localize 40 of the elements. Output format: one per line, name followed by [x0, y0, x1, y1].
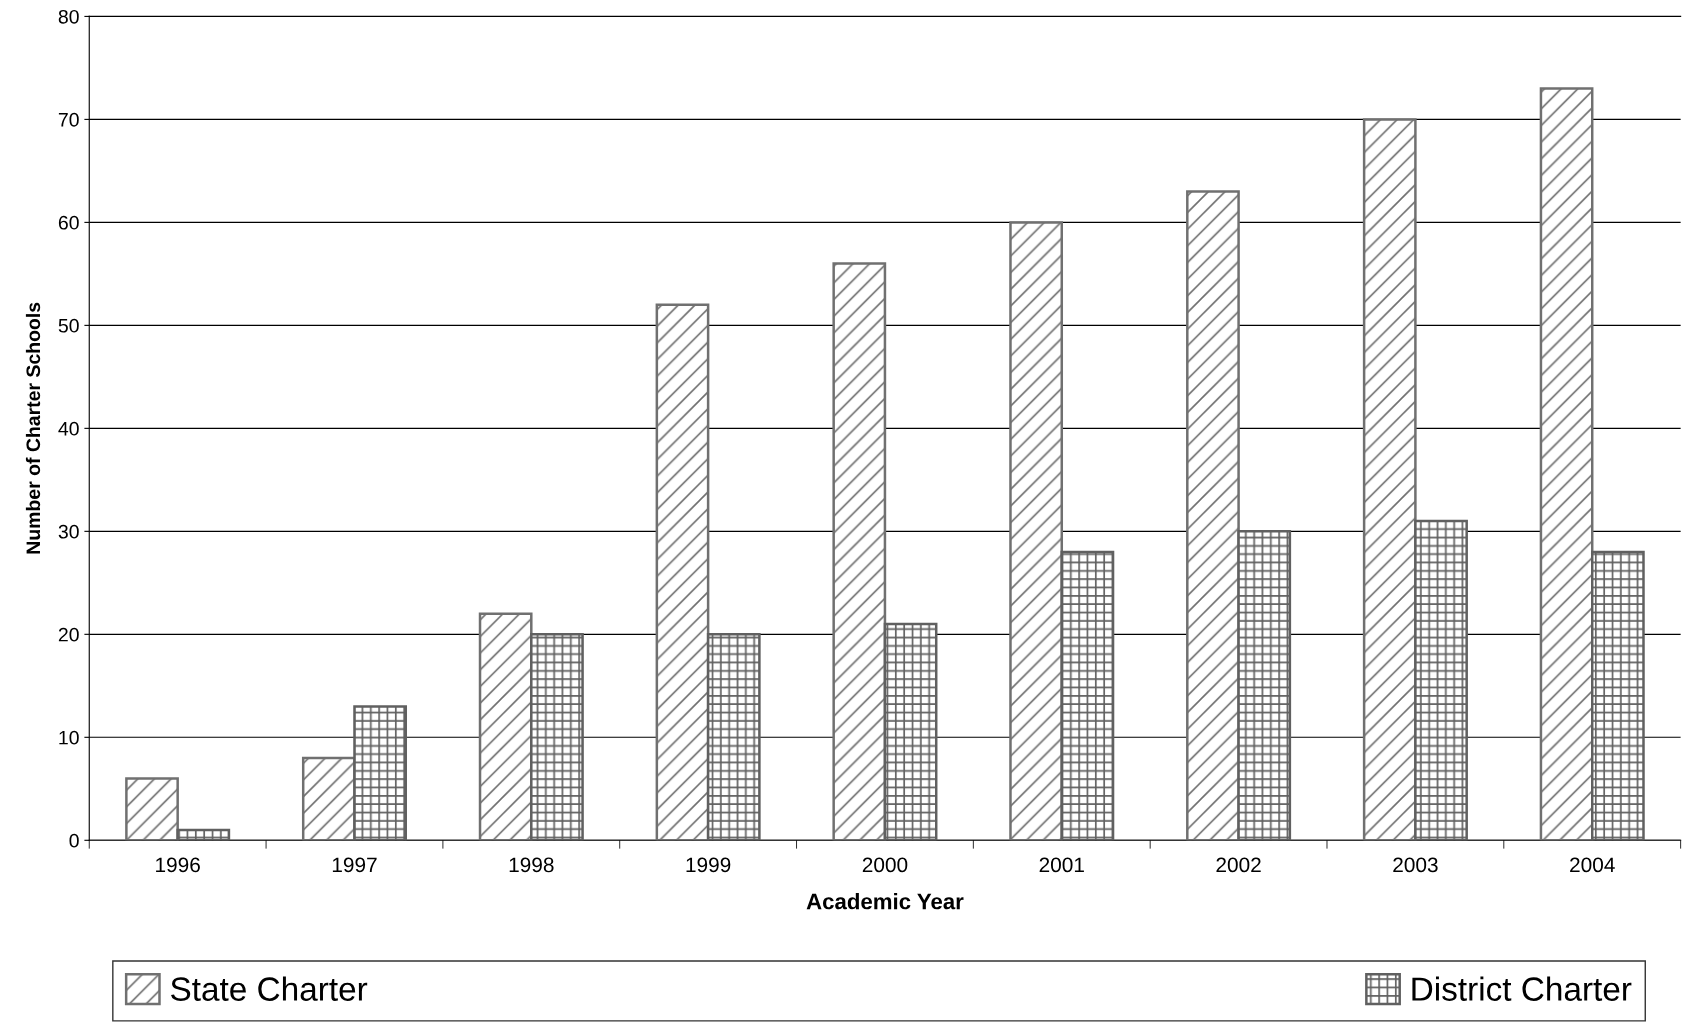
bar [706, 633, 761, 841]
bar [655, 303, 710, 841]
x-tick-label: 2002 [1216, 857, 1261, 873]
bar [176, 828, 231, 841]
bar [125, 777, 179, 841]
bar [1009, 221, 1064, 841]
bar [530, 633, 584, 841]
y-tick-label: 40 [58, 421, 79, 436]
x-tick-label: 2003 [1393, 857, 1438, 873]
bar [883, 622, 938, 841]
legend-label: District Charter [1412, 976, 1632, 1001]
y-tick-label: 80 [58, 9, 79, 24]
y-tick-label: 60 [58, 215, 79, 230]
y-tick-label: 20 [58, 627, 79, 642]
y-tick-label: 50 [58, 318, 79, 333]
x-axis-title: Academic Year [806, 893, 964, 910]
bar [1539, 87, 1594, 841]
bar [1590, 550, 1645, 841]
x-tick-label: 1998 [509, 857, 554, 873]
bar [1186, 190, 1240, 841]
y-tick-label: 30 [58, 524, 79, 539]
bar [1060, 550, 1115, 841]
x-tick-label: 2001 [1039, 857, 1084, 873]
bar [832, 262, 887, 841]
bar [478, 612, 533, 841]
legend-label: State Charter [171, 976, 368, 1001]
x-tick-label: 2000 [862, 857, 908, 873]
x-tick-label: 1997 [332, 857, 377, 873]
y-tick-label: 70 [58, 112, 79, 127]
bar [1362, 118, 1417, 841]
x-tick-label: 1999 [686, 857, 731, 873]
bar [1237, 530, 1292, 841]
bar [1414, 519, 1468, 841]
y-tick-label: 10 [59, 730, 79, 745]
y-tick-label: 0 [69, 833, 79, 848]
x-tick-label: 1996 [156, 857, 200, 873]
y-axis-title: Number of Charter Schools [25, 302, 41, 554]
bar [301, 756, 356, 841]
bar [353, 705, 408, 841]
x-tick-label: 2004 [1570, 857, 1615, 873]
